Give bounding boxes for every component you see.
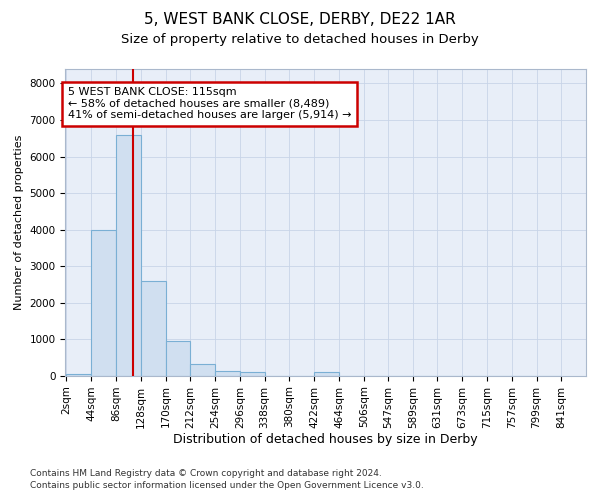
- Bar: [116, 134, 141, 376]
- Text: 5 WEST BANK CLOSE: 115sqm
← 58% of detached houses are smaller (8,489)
41% of se: 5 WEST BANK CLOSE: 115sqm ← 58% of detac…: [68, 87, 351, 120]
- X-axis label: Distribution of detached houses by size in Derby: Distribution of detached houses by size …: [173, 433, 478, 446]
- Bar: [166, 341, 190, 376]
- Bar: [215, 370, 240, 376]
- Text: 5, WEST BANK CLOSE, DERBY, DE22 1AR: 5, WEST BANK CLOSE, DERBY, DE22 1AR: [144, 12, 456, 28]
- Bar: [240, 372, 265, 376]
- Y-axis label: Number of detached properties: Number of detached properties: [14, 134, 24, 310]
- Bar: [190, 364, 215, 376]
- Text: Contains public sector information licensed under the Open Government Licence v3: Contains public sector information licen…: [30, 481, 424, 490]
- Bar: [91, 230, 116, 376]
- Bar: [67, 374, 91, 376]
- Bar: [141, 280, 166, 376]
- Bar: [314, 372, 339, 376]
- Text: Contains HM Land Registry data © Crown copyright and database right 2024.: Contains HM Land Registry data © Crown c…: [30, 468, 382, 477]
- Text: Size of property relative to detached houses in Derby: Size of property relative to detached ho…: [121, 32, 479, 46]
